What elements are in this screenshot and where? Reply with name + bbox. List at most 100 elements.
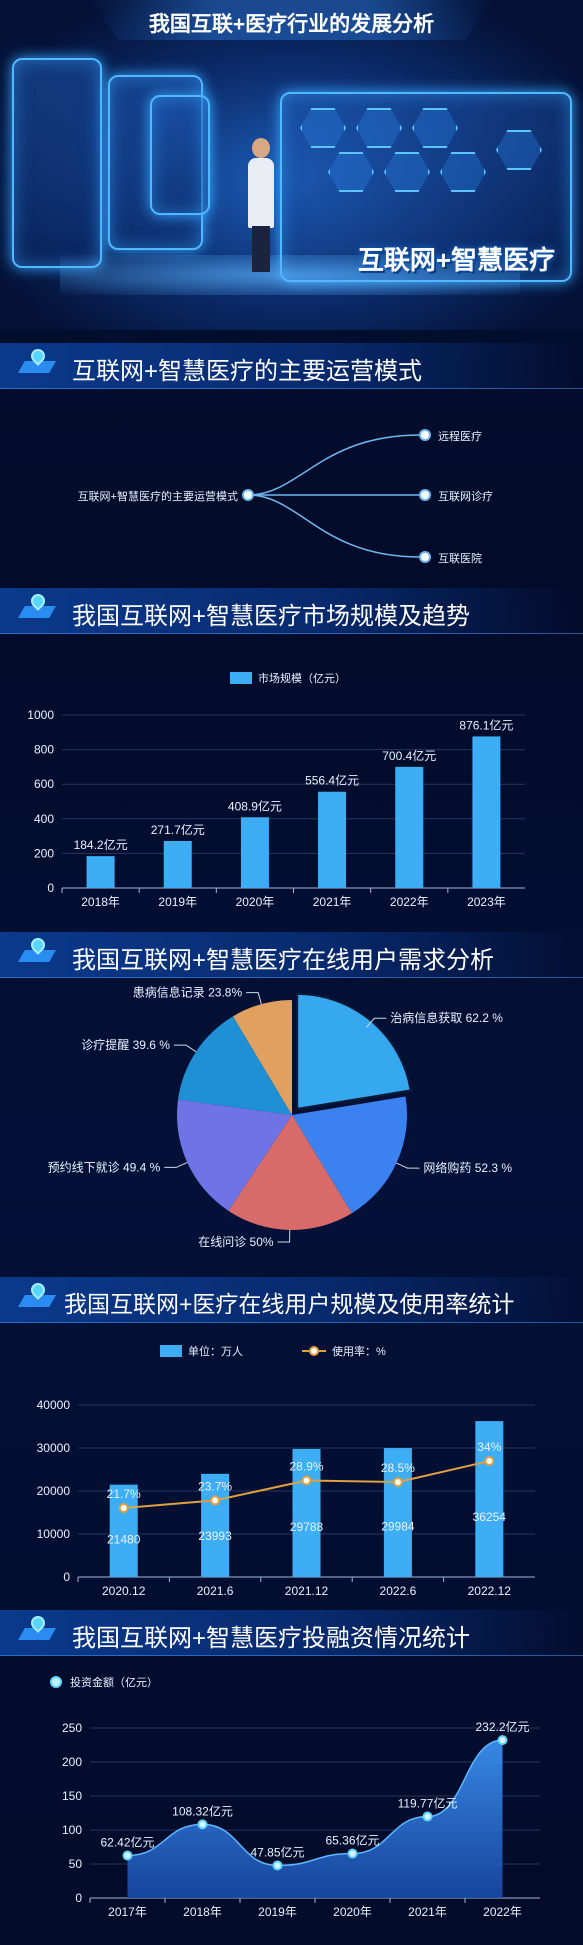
pie-slice [176, 1099, 292, 1211]
header-bar-shape [18, 1295, 56, 1307]
leader-line [277, 1229, 291, 1243]
y-tick-label: 600 [34, 777, 54, 791]
investment-line [127, 1739, 503, 1867]
line-point [210, 1495, 221, 1506]
legend-swatch-bar [160, 1345, 182, 1357]
x-tick-label: 2021.6 [197, 1584, 234, 1595]
investment-chart: 投资金额（亿元） 0 50 100 150 200 250 62.42亿元 2017年 108.… [50, 1675, 540, 1919]
bar [472, 736, 501, 888]
y-tick-label: 150 [62, 1789, 82, 1803]
y-tick-label: 0 [75, 1891, 82, 1905]
hologram-panel-small [150, 95, 210, 215]
y-tick-label: 250 [62, 1721, 82, 1735]
online-users-chart: 单位：万人 使用率：% 0 10000 20000 30000 40000 21480 20… [37, 1344, 535, 1595]
y-tick-label: 100 [62, 1823, 82, 1837]
area-point [422, 1811, 433, 1822]
bar-value-label: 21480 [107, 1533, 141, 1547]
mind-map: 互联网+智慧医疗的主要运营模式 远程医疗 互联网诊疗 互联医院 [78, 429, 493, 565]
x-tick-label: 2019年 [258, 1905, 297, 1919]
bar [201, 1473, 230, 1577]
investment-area [127, 1740, 503, 1898]
y-tick-label: 200 [34, 846, 54, 860]
y-tick-label: 20000 [37, 1484, 71, 1498]
x-tick-label: 2020年 [333, 1905, 372, 1919]
header-bar-shape [18, 361, 56, 373]
data-label: 119.77亿元 [398, 1796, 458, 1811]
invest-marks: 0 50 100 150 200 250 62.42亿元 2017年 108.32亿元 2018年… [62, 1719, 540, 1919]
branch-line [247, 434, 421, 496]
x-tick-label: 2021年 [313, 895, 352, 909]
x-tick-label: 2023年 [467, 895, 506, 909]
hero-slogan: 互联网+智慧医疗 [357, 245, 555, 275]
y-tick-label: 0 [63, 1570, 70, 1584]
bar [163, 840, 192, 888]
y-tick-label: 10000 [37, 1527, 71, 1541]
data-label: 271.7亿元 [151, 822, 205, 837]
line-point [301, 1475, 312, 1486]
section-title: 我国互联网+医疗在线用户规模及使用率统计 [64, 1291, 515, 1317]
y-tick-label: 50 [69, 1857, 83, 1871]
slice-label: 治病信息获取 62.2 % [390, 1010, 503, 1025]
hologram-panel-left [12, 58, 102, 268]
pie-marks: 治病信息获取 62.2 % 网络购药 52.3 % 在线问诊 50% 预约线下就诊 4… [48, 985, 513, 1249]
legend-marker [309, 1346, 319, 1356]
section-title: 我国互联网+智慧医疗投融资情况统计 [72, 1625, 471, 1652]
user-demand-pie-chart: 治病信息获取 62.2 % 网络购药 52.3 % 在线问诊 50% 预约线下就诊 4… [48, 985, 513, 1249]
bar-value-label: 36254 [473, 1510, 507, 1524]
data-label: 62.42亿元 [100, 1835, 154, 1850]
pie-slice [292, 1096, 408, 1214]
y-tick-label: 1000 [27, 708, 54, 722]
slice-label: 诊疗提醒 39.6 % [81, 1037, 170, 1052]
section-title: 互联网+智慧医疗的主要运营模式 [72, 358, 423, 385]
title-bar [90, 0, 493, 40]
x-tick-label: 2021年 [408, 1905, 447, 1919]
area-point [497, 1735, 508, 1746]
legend-label: 市场规模（亿元） [258, 671, 346, 685]
legend-marker [50, 1676, 62, 1688]
page-title: 我国互联+医疗行业的发展分析 [148, 13, 435, 36]
line-value-label: 28.9% [289, 1460, 323, 1474]
y-tick-label: 0 [47, 881, 54, 895]
y-tick-label: 800 [34, 743, 54, 757]
legend-label: 投资金额（亿元） [70, 1675, 158, 1689]
branch-node [419, 489, 431, 501]
glow-floor [60, 255, 520, 295]
pie-slice [228, 1115, 352, 1230]
doctor-figure-legs [252, 226, 270, 272]
bar-value-label: 23993 [198, 1529, 232, 1543]
bar-value-label: 29788 [290, 1520, 324, 1534]
pie-slice [232, 1000, 292, 1115]
leader-line [396, 1162, 420, 1169]
area-point [197, 1819, 208, 1830]
root-label: 互联网+智慧医疗的主要运营模式 [78, 489, 238, 503]
data-label: 108.32亿元 [172, 1803, 233, 1818]
x-tick-label: 2020年 [236, 895, 275, 909]
bar [86, 856, 115, 888]
area-point [347, 1848, 358, 1859]
root-node [242, 489, 254, 501]
section-header-user-demand: 我国互联网+智慧医疗在线用户需求分析 [0, 932, 583, 978]
section-header-investment: 我国互联网+智慧医疗投融资情况统计 [0, 1610, 583, 1656]
legend-label: 单位：万人 [188, 1344, 243, 1358]
branch-line [247, 494, 421, 558]
pie-slice [178, 1016, 292, 1115]
line-value-label: 28.5% [381, 1461, 415, 1475]
section-header-operating-modes: 互联网+智慧医疗的主要运营模式 [0, 343, 583, 389]
leader-line [173, 1044, 197, 1053]
bar [383, 1448, 412, 1577]
x-tick-label: 2019年 [158, 895, 197, 909]
slice-label: 网络购药 52.3 % [423, 1160, 512, 1175]
section-title: 我国互联网+智慧医疗在线用户需求分析 [72, 947, 495, 974]
x-tick-label: 2022.12 [468, 1584, 512, 1595]
market-size-chart: 市场规模（亿元） 0 200 400 600 800 1000 184.2亿元 2018年 27… [27, 671, 525, 909]
data-label: 556.4亿元 [305, 773, 359, 788]
x-tick-label: 2022年 [483, 1905, 522, 1919]
slice-label: 在线问诊 50% [198, 1235, 274, 1249]
bar [240, 817, 269, 888]
branch-node [419, 429, 431, 441]
bar-value-label: 29984 [381, 1520, 415, 1534]
data-label: 184.2亿元 [74, 837, 128, 852]
bar [475, 1421, 504, 1577]
bar [109, 1484, 138, 1577]
